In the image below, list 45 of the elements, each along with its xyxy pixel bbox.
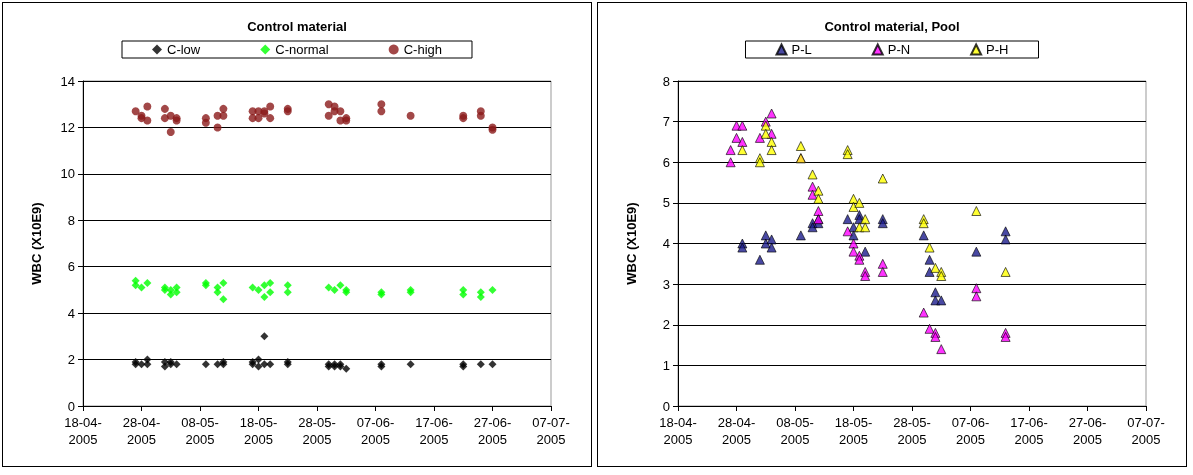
y-tick-label: 12 [60,119,75,135]
y-tick-label: 1 [662,357,670,373]
legend-label: P-L [791,42,812,57]
x-tick-label: 07-06-2005 [951,415,990,447]
y-tick-label: 4 [662,236,670,251]
y-tick-label: 8 [662,73,670,89]
y-tick-label: 4 [67,305,75,321]
y-tick-label: 14 [60,73,75,89]
x-tick-label: 18-05-2005 [239,415,278,447]
x-tick-label: 28-04-2005 [122,415,161,447]
x-tick-label: 17-06-2005 [1010,415,1048,447]
y-tick-label: 0 [662,398,670,414]
x-tick-label: 08-05-2005 [776,415,814,447]
y-tick-label: 10 [60,166,75,182]
x-tick-label: 28-04-2005 [717,415,756,447]
y-tick-label: 6 [662,154,670,170]
x-tick-label: 07-07-2005 [1127,415,1165,447]
chart-title: Control material [247,19,347,34]
x-tick-label: 27-06-2005 [1068,415,1107,447]
y-tick-label: 6 [67,259,75,275]
x-tick-label: 18-04-2005 [64,415,102,447]
x-tick-label: 18-05-2005 [834,415,873,447]
legend-label: C-normal [275,42,329,57]
x-tick-label: 28-05-2005 [298,415,336,447]
legend-label: C-high [403,42,442,57]
y-axis-title: WBC (X10E9) [29,202,44,285]
chart-title: Control material, Pool [824,19,960,34]
y-tick-label: 2 [662,317,670,333]
legend-label: C-low [167,42,201,57]
legend-label: P-N [887,42,911,57]
x-tick-label: 27-06-2005 [473,415,512,447]
y-tick-label: 3 [662,276,670,292]
x-tick-label: 18-04-2005 [659,415,697,447]
y-tick-label: 0 [67,398,75,414]
x-tick-label: 07-07-2005 [532,415,570,447]
legend-label: P-H [986,42,1009,57]
y-tick-label: 5 [662,195,670,211]
x-tick-label: 08-05-2005 [181,415,219,447]
x-tick-label: 28-05-2005 [893,415,931,447]
y-tick-label: 2 [67,352,75,368]
y-tick-label: 8 [67,212,75,228]
x-tick-label: 17-06-2005 [415,415,453,447]
y-tick-label: 7 [662,114,670,130]
y-axis-title: WBC (X10E9) [624,202,639,285]
x-tick-label: 07-06-2005 [356,415,395,447]
